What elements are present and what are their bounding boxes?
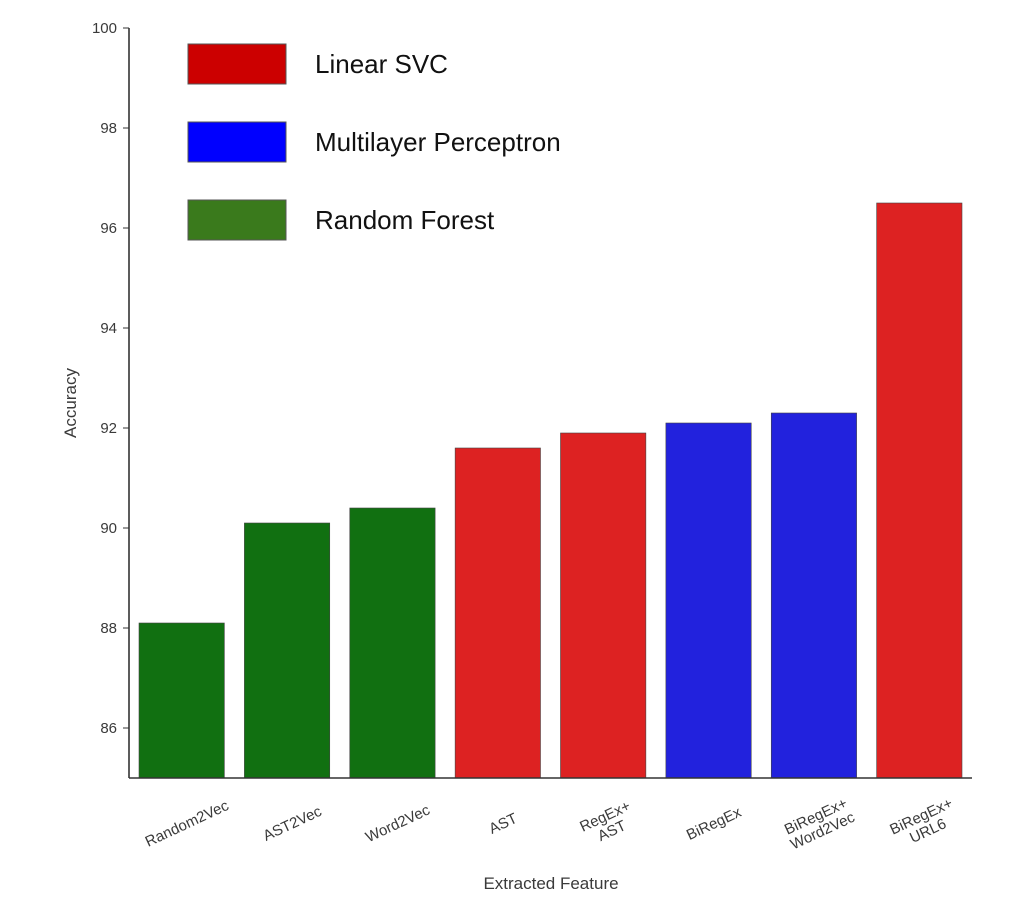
bar-biregex-word2vec bbox=[770, 412, 857, 779]
y-tick-label: 88 bbox=[100, 620, 117, 637]
legend-swatch bbox=[187, 43, 287, 85]
bar-biregex-url6 bbox=[876, 202, 963, 779]
legend-swatch bbox=[187, 199, 287, 241]
bar-biregex bbox=[665, 422, 752, 779]
x-tick-label: BiRegEx+Word2Vec bbox=[781, 794, 858, 853]
y-tick-label: 94 bbox=[100, 320, 117, 337]
bar-ast2vec bbox=[244, 522, 331, 779]
bars-group bbox=[138, 202, 963, 779]
x-tick-label: BiRegEx bbox=[684, 804, 745, 844]
y-tick-label: 86 bbox=[100, 720, 117, 737]
y-tick-label: 90 bbox=[100, 520, 117, 537]
bar-word2vec bbox=[349, 507, 436, 779]
x-tick-label: AST bbox=[486, 810, 520, 838]
bar-ast bbox=[454, 447, 541, 779]
bar-random2vec bbox=[138, 622, 225, 779]
x-tick-label: BiRegEx+URL6 bbox=[887, 795, 962, 853]
legend: Linear SVC Multilayer Perceptron Random Fo… bbox=[187, 43, 561, 241]
legend-label: Random Forest bbox=[315, 205, 495, 235]
x-labels-group: Random2Vec AST2Vec Word2Vec AST RegEx+AST BiR… bbox=[143, 794, 962, 854]
legend-label: Linear SVC bbox=[315, 49, 448, 79]
x-axis-title: Extracted Feature bbox=[483, 874, 618, 893]
legend-swatch bbox=[187, 121, 287, 163]
y-tick-label: 98 bbox=[100, 120, 117, 137]
x-tick-label: Word2Vec bbox=[363, 801, 433, 846]
x-tick-label: AST2Vec bbox=[261, 803, 325, 845]
x-tick-label: Random2Vec bbox=[143, 797, 232, 851]
y-tick-label: 92 bbox=[100, 420, 117, 437]
y-axis-title: Accuracy bbox=[61, 368, 80, 438]
y-tick-label: 96 bbox=[100, 220, 117, 237]
y-ticks-group: 86 88 90 92 94 96 98 100 bbox=[92, 20, 129, 737]
bar-regex-ast bbox=[560, 432, 647, 779]
y-tick-label: 100 bbox=[92, 20, 117, 37]
legend-label: Multilayer Perceptron bbox=[315, 127, 561, 157]
x-tick-label: RegEx+AST bbox=[577, 797, 640, 850]
